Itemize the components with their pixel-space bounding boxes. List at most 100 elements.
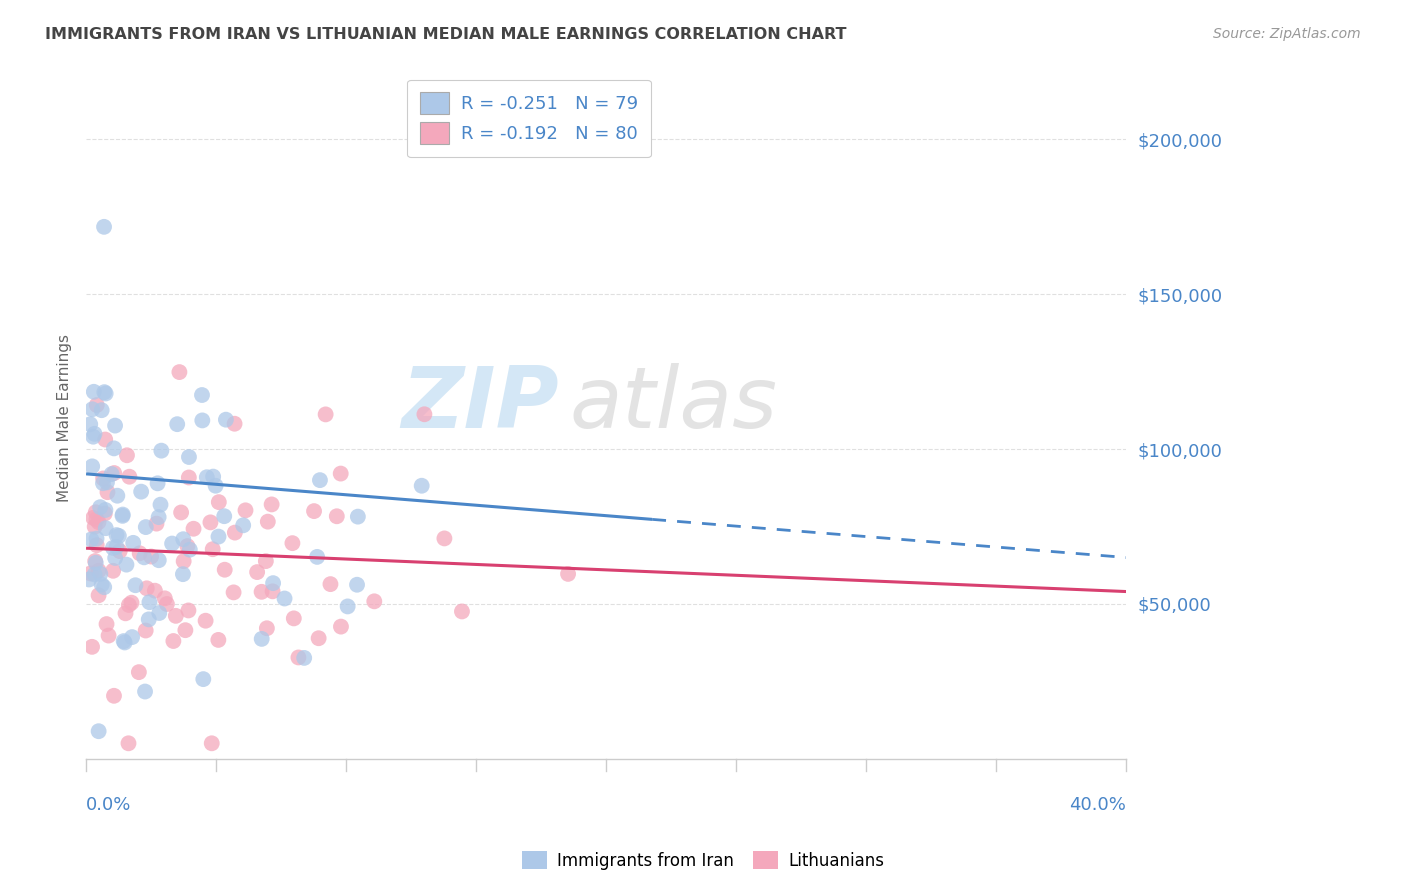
Point xyxy=(176,539,198,553)
Point xyxy=(139,549,162,564)
Text: IMMIGRANTS FROM IRAN VS LITHUANIAN MEDIAN MALE EARNINGS CORRELATION CHART: IMMIGRANTS FROM IRAN VS LITHUANIAN MEDIA… xyxy=(45,27,846,42)
Point xyxy=(82,430,104,444)
Point xyxy=(87,588,110,602)
Point xyxy=(411,479,433,493)
Point xyxy=(105,540,128,554)
Point xyxy=(309,473,332,487)
Point xyxy=(86,532,108,546)
Point xyxy=(254,554,277,568)
Point xyxy=(134,550,156,565)
Point xyxy=(273,591,295,606)
Point xyxy=(128,546,150,560)
Point xyxy=(319,577,342,591)
Point xyxy=(207,530,229,544)
Point xyxy=(214,563,236,577)
Point xyxy=(235,503,257,517)
Point xyxy=(94,503,117,517)
Point xyxy=(336,599,359,614)
Point xyxy=(83,384,105,399)
Point xyxy=(222,585,245,599)
Point xyxy=(93,507,115,521)
Point xyxy=(83,519,105,533)
Point xyxy=(117,736,139,750)
Point xyxy=(79,417,101,432)
Point xyxy=(330,619,353,633)
Point xyxy=(103,466,125,480)
Point xyxy=(212,509,235,524)
Point xyxy=(114,607,136,621)
Point xyxy=(451,604,474,618)
Point xyxy=(77,573,100,587)
Point xyxy=(83,426,105,441)
Point xyxy=(96,475,118,490)
Point xyxy=(281,536,304,550)
Point xyxy=(292,651,315,665)
Text: Source: ZipAtlas.com: Source: ZipAtlas.com xyxy=(1213,27,1361,41)
Point xyxy=(250,632,273,646)
Point xyxy=(135,624,157,638)
Point xyxy=(413,407,436,421)
Point xyxy=(80,640,103,654)
Point xyxy=(128,665,150,680)
Point xyxy=(105,489,128,503)
Point xyxy=(104,551,127,566)
Point xyxy=(129,484,152,499)
Text: 0.0%: 0.0% xyxy=(86,797,131,814)
Point xyxy=(256,515,278,529)
Y-axis label: Median Male Earnings: Median Male Earnings xyxy=(58,334,72,502)
Point xyxy=(93,385,115,400)
Point xyxy=(80,533,103,547)
Point xyxy=(179,542,201,557)
Point xyxy=(170,506,193,520)
Point xyxy=(114,635,136,649)
Point xyxy=(90,403,112,417)
Point xyxy=(262,576,284,591)
Legend: Immigrants from Iran, Lithuanians: Immigrants from Iran, Lithuanians xyxy=(515,845,891,877)
Point xyxy=(91,471,114,485)
Point xyxy=(308,632,330,646)
Point xyxy=(121,630,143,644)
Point xyxy=(148,606,170,620)
Point xyxy=(82,511,104,525)
Point xyxy=(135,520,157,534)
Point xyxy=(260,497,283,511)
Point xyxy=(118,598,141,612)
Point xyxy=(363,594,385,608)
Point xyxy=(96,617,118,632)
Point xyxy=(87,515,110,529)
Point xyxy=(177,470,200,484)
Point xyxy=(135,582,157,596)
Point xyxy=(200,516,222,530)
Point xyxy=(111,508,134,523)
Point xyxy=(84,556,107,570)
Point xyxy=(346,578,368,592)
Point xyxy=(111,508,134,522)
Point xyxy=(94,521,117,535)
Point xyxy=(84,505,107,519)
Point xyxy=(173,554,195,568)
Point xyxy=(138,612,160,626)
Point xyxy=(103,689,125,703)
Point xyxy=(246,565,269,579)
Point xyxy=(101,564,124,578)
Point xyxy=(94,386,117,401)
Point xyxy=(191,413,214,427)
Point xyxy=(169,365,191,379)
Point xyxy=(160,536,183,550)
Point xyxy=(162,634,184,648)
Point xyxy=(94,433,117,447)
Point xyxy=(86,512,108,526)
Point xyxy=(256,621,278,635)
Point xyxy=(224,525,246,540)
Point xyxy=(112,634,135,648)
Point xyxy=(145,516,167,531)
Point xyxy=(202,469,225,483)
Point xyxy=(156,597,179,611)
Point xyxy=(108,529,131,543)
Point xyxy=(165,608,187,623)
Point xyxy=(93,219,115,234)
Point xyxy=(287,650,309,665)
Point xyxy=(307,549,329,564)
Point xyxy=(100,467,122,481)
Point xyxy=(104,418,127,433)
